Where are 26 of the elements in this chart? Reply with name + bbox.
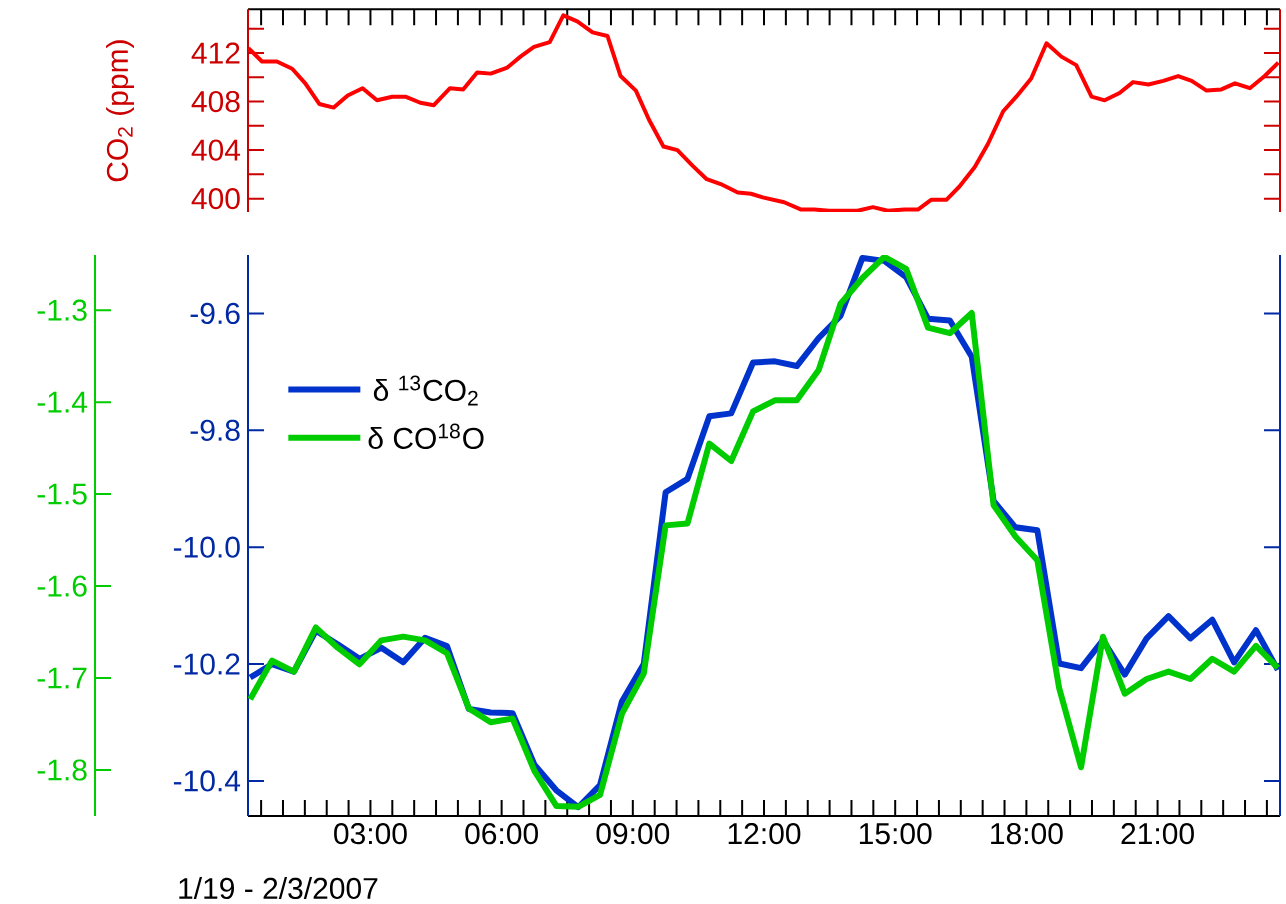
x-tick-label: 06:00 — [465, 823, 538, 845]
legend-label: δ CO$^{18}$O — [368, 423, 484, 449]
legend-label: δ $^{13}$CO$_{2}$ — [373, 375, 478, 406]
x-tick-label: 18:00 — [991, 823, 1063, 845]
y-tick-label: -10.2 — [173, 653, 240, 675]
y2-tick-label: -1.8 — [37, 759, 87, 781]
x-tick-label: 12:00 — [728, 823, 801, 845]
y2-tick-label: -1.5 — [37, 483, 87, 505]
y2-tick-label: -1.4 — [37, 391, 88, 413]
y-tick-label: -10.0 — [173, 536, 240, 558]
x-tick-label: 21:00 — [1121, 823, 1194, 845]
x-tick-label: 09:00 — [596, 823, 670, 845]
y-tick-label: -10.4 — [173, 770, 241, 792]
y-tick-label: -9.6 — [190, 302, 240, 325]
y-tick-label: 404 — [191, 139, 241, 161]
y2-tick-label: -1.3 — [37, 299, 87, 321]
y-axis-title: CO$_{2}$ (ppm) — [106, 40, 135, 182]
x-tick-label: 15:00 — [859, 823, 932, 845]
y-tick-label: -9.8 — [190, 419, 240, 441]
y-tick-label: 400 — [191, 188, 240, 210]
y-tick-label: 408 — [191, 90, 240, 113]
y2-tick-label: -1.6 — [37, 575, 87, 597]
y2-tick-label: -1.7 — [37, 667, 87, 689]
x-axis-title: 1/19 - 2/3/2007 — [179, 877, 378, 900]
y-tick-label: 412 — [191, 42, 240, 64]
x-tick-label: 03:00 — [334, 823, 407, 845]
